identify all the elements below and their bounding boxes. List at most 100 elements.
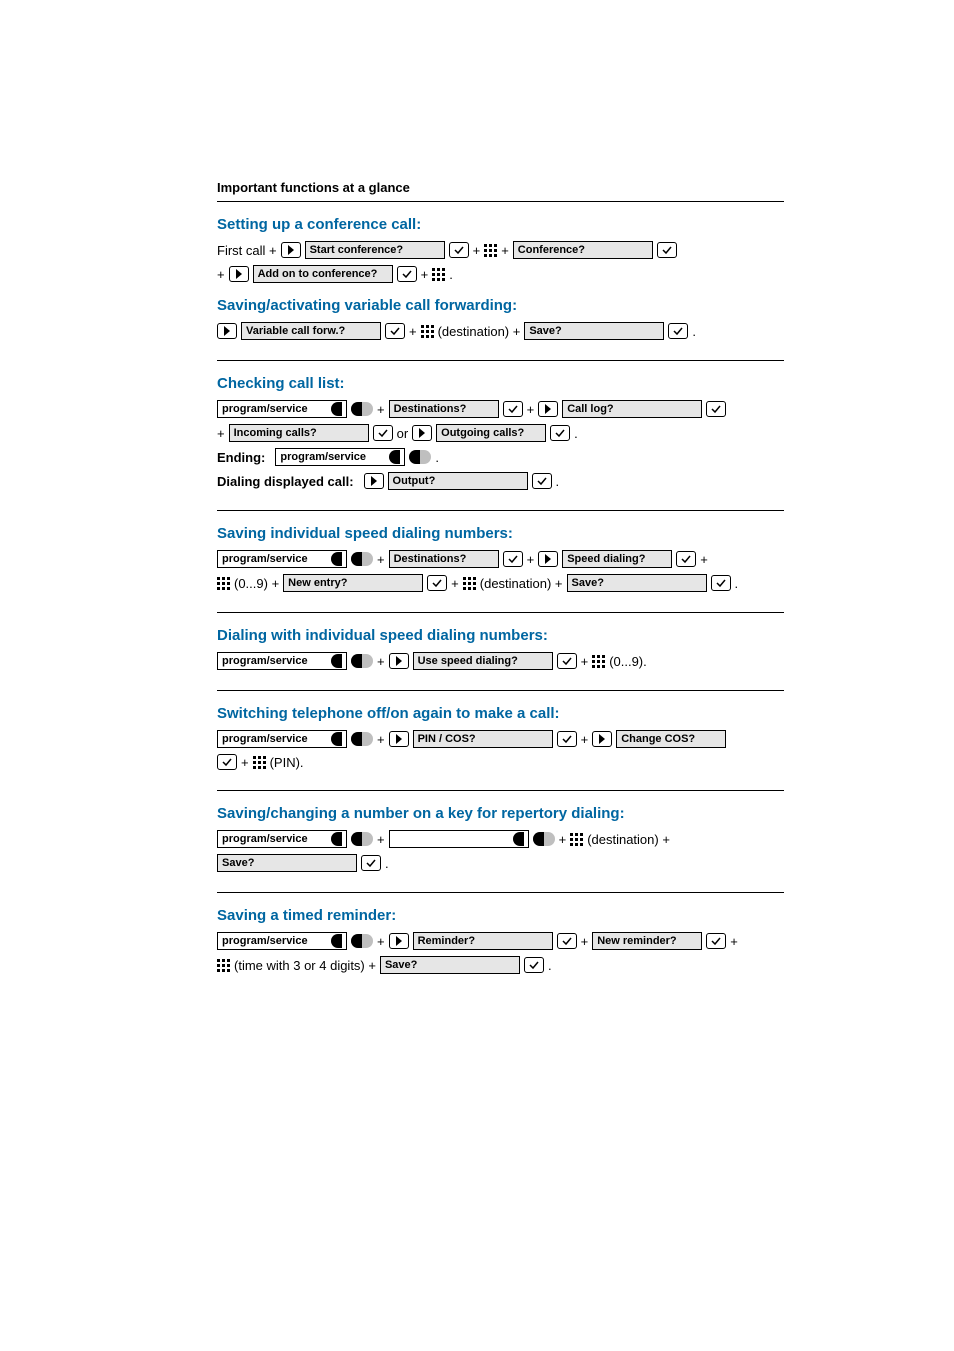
ok-button[interactable] <box>449 242 469 258</box>
start-conference-label: Start conference? <box>305 241 445 259</box>
ending-label: Ending: <box>217 450 265 465</box>
nav-right-button[interactable] <box>389 653 409 669</box>
forward-line: Variable call forw.? + (destination) + S… <box>217 322 784 340</box>
section-repertory: Saving/changing a number on a key for re… <box>217 805 784 893</box>
nav-right-button[interactable] <box>364 473 384 489</box>
speed-dial-line: program/service + Use speed dialing? + (… <box>217 652 784 670</box>
ok-button[interactable] <box>706 401 726 417</box>
reminder-label: Reminder? <box>413 932 553 950</box>
program-service-key[interactable]: program/service <box>217 730 347 748</box>
conference-line2: + Add on to conference? + . <box>217 265 784 283</box>
ok-button[interactable] <box>217 754 237 770</box>
nav-right-button[interactable] <box>281 242 301 258</box>
key-half-icon <box>389 450 400 464</box>
digits-text: (0...9) + <box>234 576 279 591</box>
page: Important functions at a glance Setting … <box>0 0 954 1268</box>
period: . <box>548 958 552 973</box>
ok-button[interactable] <box>373 425 393 441</box>
oval-key[interactable] <box>351 832 373 846</box>
plus-text: + <box>581 732 589 747</box>
ok-button[interactable] <box>668 323 688 339</box>
calllist-line1: program/service + Destinations? + Call l… <box>217 400 784 418</box>
oval-key[interactable] <box>409 450 431 464</box>
plus-text: + <box>700 552 708 567</box>
dest-text: (destination) + <box>438 324 521 339</box>
change-cos-label: Change COS? <box>616 730 726 748</box>
pin-cos-label: PIN / COS? <box>413 730 553 748</box>
nav-right-button[interactable] <box>229 266 249 282</box>
nav-right-button[interactable] <box>538 401 558 417</box>
ok-button[interactable] <box>550 425 570 441</box>
section-speed-save: Saving individual speed dialing numbers:… <box>217 525 784 613</box>
speed-line2: (0...9) + New entry? + (destination) + S… <box>217 574 784 592</box>
oval-key[interactable] <box>351 654 373 668</box>
save-label: Save? <box>217 854 357 872</box>
nav-right-button[interactable] <box>389 933 409 949</box>
nav-right-button[interactable] <box>412 425 432 441</box>
program-service-key[interactable]: program/service <box>217 550 347 568</box>
plus-text: + <box>217 426 225 441</box>
ok-button[interactable] <box>524 957 544 973</box>
program-service-key[interactable]: program/service <box>217 652 347 670</box>
plus-text: + <box>559 832 567 847</box>
keypad-icon <box>217 577 230 590</box>
section-forward: Saving/activating variable call forwardi… <box>217 297 784 361</box>
ok-button[interactable] <box>503 551 523 567</box>
use-speed-label: Use speed dialing? <box>413 652 553 670</box>
oval-key[interactable] <box>351 552 373 566</box>
nav-right-button[interactable] <box>538 551 558 567</box>
ok-button[interactable] <box>532 473 552 489</box>
oval-key[interactable] <box>351 402 373 416</box>
oval-key[interactable] <box>351 732 373 746</box>
calllist-dial: Dialing displayed call: Output? . <box>217 472 784 490</box>
plus-text: + <box>377 552 385 567</box>
section-reminder: Saving a timed reminder: program/service… <box>217 907 784 974</box>
ok-button[interactable] <box>676 551 696 567</box>
forward-title: Saving/activating variable call forwardi… <box>217 297 784 314</box>
variable-label: Variable call forw.? <box>241 322 381 340</box>
dial-displayed-label: Dialing displayed call: <box>217 474 354 489</box>
plus-text: + <box>730 934 738 949</box>
ok-button[interactable] <box>557 933 577 949</box>
ps-text: program/service <box>222 402 328 416</box>
nav-right-button[interactable] <box>592 731 612 747</box>
plus-text: + <box>421 267 429 282</box>
ps-text: program/service <box>222 934 328 948</box>
ok-button[interactable] <box>361 855 381 871</box>
ok-button[interactable] <box>385 323 405 339</box>
period: . <box>556 474 560 489</box>
plus-text: + <box>409 324 417 339</box>
keypad-icon <box>432 268 445 281</box>
speed-dial-title: Dialing with individual speed dialing nu… <box>217 627 784 644</box>
ok-button[interactable] <box>657 242 677 258</box>
or-text: or <box>397 426 409 441</box>
key-half-icon <box>331 832 342 846</box>
ok-button[interactable] <box>397 266 417 282</box>
conference-title: Setting up a conference call: <box>217 216 784 233</box>
program-service-key[interactable]: program/service <box>275 448 405 466</box>
ok-button[interactable] <box>427 575 447 591</box>
keypad-icon <box>463 577 476 590</box>
period: . <box>692 324 696 339</box>
speed-line1: program/service + Destinations? + Speed … <box>217 550 784 568</box>
new-entry-label: New entry? <box>283 574 423 592</box>
program-service-key[interactable]: program/service <box>217 400 347 418</box>
new-reminder-label: New reminder? <box>592 932 702 950</box>
section-switch: Switching telephone off/on again to make… <box>217 705 784 791</box>
keypad-icon <box>253 756 266 769</box>
nav-right-button[interactable] <box>389 731 409 747</box>
ok-button[interactable] <box>503 401 523 417</box>
program-service-key[interactable]: program/service <box>217 830 347 848</box>
program-service-key[interactable]: program/service <box>217 932 347 950</box>
blank-key[interactable] <box>389 830 529 848</box>
output-label: Output? <box>388 472 528 490</box>
oval-key[interactable] <box>533 832 555 846</box>
ok-button[interactable] <box>557 653 577 669</box>
oval-key[interactable] <box>351 934 373 948</box>
plus-text: + <box>377 654 385 669</box>
nav-right-button[interactable] <box>217 323 237 339</box>
addon-label: Add on to conference? <box>253 265 393 283</box>
ok-button[interactable] <box>711 575 731 591</box>
ok-button[interactable] <box>557 731 577 747</box>
ok-button[interactable] <box>706 933 726 949</box>
